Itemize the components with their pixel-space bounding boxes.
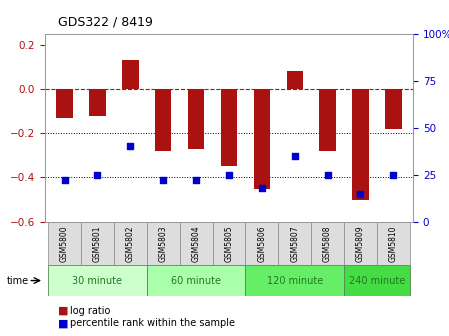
Text: GSM5800: GSM5800 (60, 225, 69, 262)
Text: 120 minute: 120 minute (267, 276, 323, 286)
Bar (122, 60, 139, 89)
Bar (377, 222, 410, 265)
Text: GSM5809: GSM5809 (356, 225, 365, 262)
Bar (319, 89, 336, 151)
Point (193, 178, 200, 183)
Text: ■: ■ (58, 318, 69, 328)
Bar (246, 265, 344, 296)
Bar (311, 222, 344, 265)
Text: GDS322 / 8419: GDS322 / 8419 (58, 15, 153, 29)
Bar (286, 71, 303, 89)
Point (390, 172, 397, 177)
Text: GSM5805: GSM5805 (224, 225, 233, 262)
Point (127, 144, 134, 149)
Bar (246, 222, 278, 265)
Bar (48, 222, 81, 265)
Bar (254, 89, 270, 188)
Bar (57, 89, 73, 118)
Text: time: time (7, 276, 29, 286)
Text: GSM5810: GSM5810 (389, 225, 398, 262)
Bar (352, 89, 369, 200)
Point (357, 191, 364, 196)
Point (258, 185, 265, 191)
Point (160, 178, 167, 183)
Bar (221, 89, 237, 166)
Bar (344, 222, 377, 265)
Text: GSM5806: GSM5806 (257, 225, 266, 262)
Point (324, 172, 331, 177)
Point (291, 153, 298, 159)
Text: GSM5807: GSM5807 (290, 225, 299, 262)
Text: GSM5803: GSM5803 (159, 225, 168, 262)
Bar (48, 265, 147, 296)
Bar (212, 222, 246, 265)
Bar (180, 222, 212, 265)
Text: ■: ■ (58, 306, 69, 316)
Bar (188, 89, 204, 149)
Bar (147, 222, 180, 265)
Point (94, 172, 101, 177)
Bar (155, 89, 172, 151)
Text: GSM5801: GSM5801 (93, 225, 102, 262)
Bar (278, 222, 311, 265)
Point (61, 178, 68, 183)
Bar (114, 222, 147, 265)
Point (225, 172, 233, 177)
Bar (385, 89, 401, 129)
Text: GSM5804: GSM5804 (192, 225, 201, 262)
Text: 30 minute: 30 minute (72, 276, 123, 286)
Text: GSM5802: GSM5802 (126, 225, 135, 262)
Bar (344, 265, 410, 296)
Bar (147, 265, 246, 296)
Text: log ratio: log ratio (70, 306, 110, 316)
Text: percentile rank within the sample: percentile rank within the sample (70, 318, 234, 328)
Text: 240 minute: 240 minute (349, 276, 405, 286)
Text: GSM5808: GSM5808 (323, 225, 332, 262)
Text: 60 minute: 60 minute (171, 276, 221, 286)
Bar (81, 222, 114, 265)
Bar (89, 89, 106, 116)
